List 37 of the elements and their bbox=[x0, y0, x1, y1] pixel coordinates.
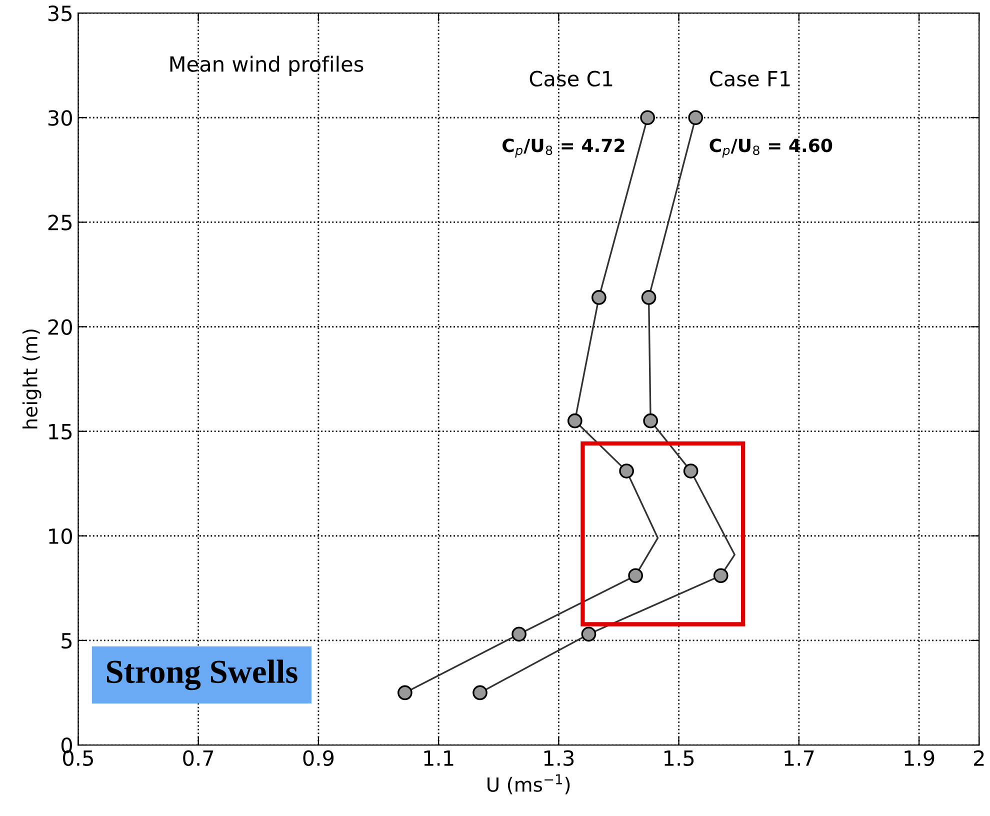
y-tick-label: 35 bbox=[48, 6, 72, 22]
x-tick-label: 0.7 bbox=[183, 750, 214, 766]
point bbox=[643, 413, 658, 428]
point bbox=[398, 685, 412, 700]
x-tick-label: 2 bbox=[974, 750, 984, 766]
x-tick-label: 1.7 bbox=[784, 750, 814, 766]
annotation: C$_{p}$/U$_{8}$ = 4.72 bbox=[502, 138, 624, 158]
point bbox=[581, 626, 596, 642]
x-tick-label: 0.9 bbox=[303, 750, 334, 766]
annotation: C$_{p}$/U$_{8}$ = 4.60 bbox=[710, 138, 832, 158]
point bbox=[683, 464, 698, 478]
y-tick-label: 10 bbox=[49, 528, 72, 544]
annotation: Strong Swells bbox=[107, 660, 298, 690]
point bbox=[472, 685, 488, 700]
y-tick-label: 25 bbox=[48, 214, 72, 230]
text: Mean wind profiles bbox=[170, 56, 364, 76]
annotation: Case F1 bbox=[710, 70, 790, 87]
point bbox=[567, 413, 582, 428]
point bbox=[640, 110, 655, 126]
point bbox=[628, 568, 643, 584]
annotation: Case C1 bbox=[530, 70, 612, 87]
x-tick-label: 1.5 bbox=[664, 750, 694, 766]
point bbox=[592, 290, 606, 305]
y-tick-label: 15 bbox=[49, 424, 72, 440]
x-tick-label: 1.3 bbox=[544, 750, 574, 766]
y-tick-label: 20 bbox=[48, 319, 72, 335]
point bbox=[512, 626, 526, 642]
x-tick-label: 1.9 bbox=[904, 750, 934, 766]
y-tick-label: 5 bbox=[62, 633, 72, 649]
point bbox=[619, 464, 634, 478]
point bbox=[641, 290, 656, 305]
y-tick-label: 30 bbox=[48, 110, 72, 126]
point bbox=[713, 568, 728, 584]
x-tick-label: 1.1 bbox=[424, 750, 454, 766]
point bbox=[688, 110, 704, 126]
y-axis-title: height (m) bbox=[22, 330, 42, 428]
x-axis-title: U (ms$^{−1}$) bbox=[488, 774, 570, 794]
